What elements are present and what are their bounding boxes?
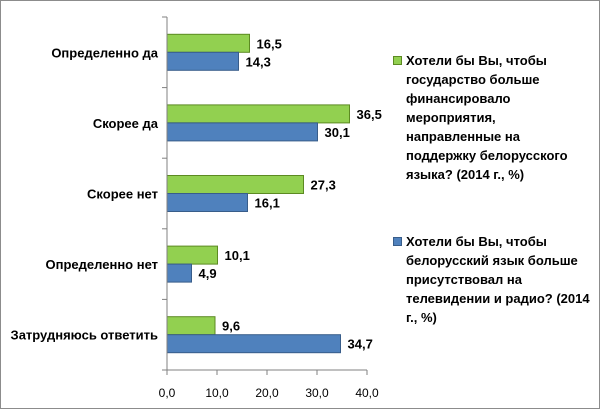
legend-label-series-2: Хотели бы Вы, чтобы белорусский язык бол… bbox=[406, 234, 590, 325]
data-label-blue: 14,3 bbox=[246, 54, 271, 69]
bar-green bbox=[166, 245, 218, 265]
bar-blue bbox=[166, 334, 341, 354]
data-label-green: 10,1 bbox=[225, 248, 250, 263]
category-label: Определенно да bbox=[51, 45, 158, 60]
bar-blue bbox=[166, 263, 192, 283]
legend-swatch-green bbox=[393, 56, 402, 65]
data-label-green: 36,5 bbox=[357, 107, 382, 122]
data-label-blue: 34,7 bbox=[348, 337, 373, 352]
category-label: Определенно нет bbox=[46, 257, 158, 272]
legend-item-series-1: Хотели бы Вы, чтобы государство больше ф… bbox=[393, 51, 593, 184]
bar-green bbox=[166, 175, 304, 194]
data-label-green: 27,3 bbox=[311, 178, 336, 193]
x-tick-label: 30,0 bbox=[305, 386, 329, 400]
data-label-blue: 16,1 bbox=[255, 196, 280, 211]
bar-blue bbox=[166, 193, 248, 212]
x-tick-label: 10,0 bbox=[205, 386, 229, 400]
x-tick-label: 0,0 bbox=[159, 386, 176, 400]
data-label-green: 16,5 bbox=[257, 36, 282, 51]
bar-blue bbox=[166, 122, 318, 142]
data-label-blue: 4,9 bbox=[199, 266, 217, 281]
bar-green bbox=[166, 316, 216, 336]
bar-green bbox=[166, 104, 350, 124]
legend-item-series-2: Хотели бы Вы, чтобы белорусский язык бол… bbox=[393, 232, 593, 327]
x-tick-label: 20,0 bbox=[255, 386, 279, 400]
bar-blue bbox=[166, 51, 239, 71]
legend-label-series-1: Хотели бы Вы, чтобы государство больше ф… bbox=[406, 53, 568, 182]
data-label-green: 9,6 bbox=[222, 319, 240, 334]
bar-green bbox=[166, 33, 250, 53]
category-label: Скорее да bbox=[93, 116, 159, 131]
legend-swatch-blue bbox=[393, 237, 402, 246]
category-label: Затрудняюсь ответить bbox=[11, 328, 158, 343]
category-label: Скорее нет bbox=[87, 187, 158, 202]
x-tick-label: 40,0 bbox=[355, 386, 379, 400]
data-label-blue: 30,1 bbox=[325, 125, 350, 140]
